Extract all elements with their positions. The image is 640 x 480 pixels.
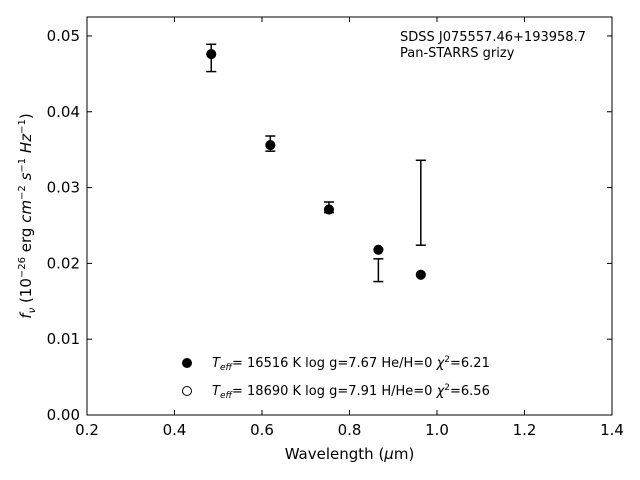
legend-marker-filled xyxy=(182,358,192,368)
x-tick-label: 0.4 xyxy=(163,421,187,439)
model-point-filled xyxy=(415,269,426,280)
x-tick-label: 0.2 xyxy=(75,421,99,439)
model-point-filled xyxy=(323,204,334,215)
y-tick-label: 0.01 xyxy=(47,330,80,348)
y-tick-label: 0.05 xyxy=(47,27,80,45)
plot-area xyxy=(206,43,426,283)
legend-label-da-model: Teff= 16516 K log g=7.67 He/H=0 χ2=6.21 xyxy=(212,355,490,373)
annotation-object-name: SDSS J075557.46+193958.7 xyxy=(400,30,586,45)
y-axis-ticks: 0.00 0.01 0.02 0.03 0.04 0.05 xyxy=(47,27,612,424)
x-tick-label: 1.2 xyxy=(513,421,537,439)
model-point-filled xyxy=(373,244,384,255)
model-point-filled xyxy=(206,49,217,60)
y-tick-label: 0.02 xyxy=(47,254,80,272)
x-tick-label: 0.8 xyxy=(338,421,362,439)
x-tick-label: 1.4 xyxy=(600,421,624,439)
x-tick-label: 0.6 xyxy=(250,421,274,439)
y-tick-label: 0.04 xyxy=(47,103,80,121)
x-tick-label: 1.0 xyxy=(425,421,449,439)
y-axis-label: fν (10−26 erg cm−2 s−1 Hz−1) xyxy=(17,113,38,318)
x-axis-label: Wavelength (μm) xyxy=(285,445,415,463)
x-axis-ticks: 0.2 0.4 0.6 0.8 1.0 1.2 1.4 xyxy=(75,17,624,439)
y-tick-label: 0.03 xyxy=(47,179,80,197)
legend: Teff= 16516 K log g=7.67 He/H=0 χ2=6.21 … xyxy=(182,355,490,401)
legend-marker-open xyxy=(182,386,192,396)
y-tick-label: 0.00 xyxy=(47,406,80,424)
annotation-survey: Pan-STARRS grizy xyxy=(400,46,515,61)
legend-label-db-model: Teff= 18690 K log g=7.91 H/He=0 χ2=6.56 xyxy=(212,383,490,401)
model-point-filled xyxy=(265,140,276,151)
